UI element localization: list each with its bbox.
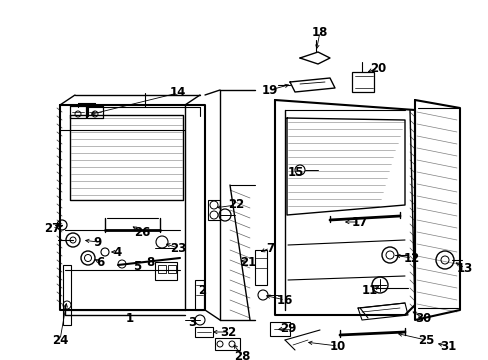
Bar — [195, 280, 203, 310]
Text: 28: 28 — [233, 350, 250, 360]
Text: 14: 14 — [169, 86, 186, 99]
Bar — [254, 250, 266, 285]
Text: 31: 31 — [439, 339, 455, 352]
Text: 24: 24 — [52, 333, 68, 346]
Text: 8: 8 — [145, 256, 154, 269]
Text: 29: 29 — [279, 321, 296, 334]
Text: 20: 20 — [369, 62, 386, 75]
Text: 3: 3 — [187, 316, 196, 329]
Text: 13: 13 — [456, 261, 472, 274]
Text: 21: 21 — [240, 256, 256, 269]
Bar — [155, 262, 177, 280]
Text: 32: 32 — [220, 325, 236, 338]
Text: 5: 5 — [133, 261, 141, 274]
Text: 18: 18 — [311, 26, 327, 39]
Bar — [158, 265, 165, 273]
Text: 26: 26 — [134, 225, 150, 238]
Text: 2: 2 — [198, 284, 205, 297]
Bar — [351, 72, 373, 92]
Text: 25: 25 — [417, 333, 433, 346]
Text: 17: 17 — [351, 216, 367, 229]
Text: 9: 9 — [94, 235, 102, 248]
Text: 30: 30 — [414, 311, 430, 324]
Text: 4: 4 — [114, 246, 122, 258]
Bar — [63, 265, 71, 325]
Text: 27: 27 — [44, 221, 60, 234]
Text: 19: 19 — [261, 84, 278, 96]
Text: 16: 16 — [276, 293, 293, 306]
Bar — [168, 265, 176, 273]
Text: 10: 10 — [329, 339, 346, 352]
Bar — [195, 327, 213, 337]
Text: 6: 6 — [96, 256, 104, 269]
Text: 12: 12 — [403, 252, 419, 265]
Bar — [269, 322, 289, 336]
Text: 11: 11 — [361, 284, 377, 297]
Text: 15: 15 — [287, 166, 304, 179]
Text: 23: 23 — [169, 242, 186, 255]
Text: 22: 22 — [227, 198, 244, 211]
Bar — [215, 338, 240, 350]
Text: 7: 7 — [265, 242, 273, 255]
Text: 1: 1 — [126, 311, 134, 324]
Bar — [207, 200, 220, 220]
